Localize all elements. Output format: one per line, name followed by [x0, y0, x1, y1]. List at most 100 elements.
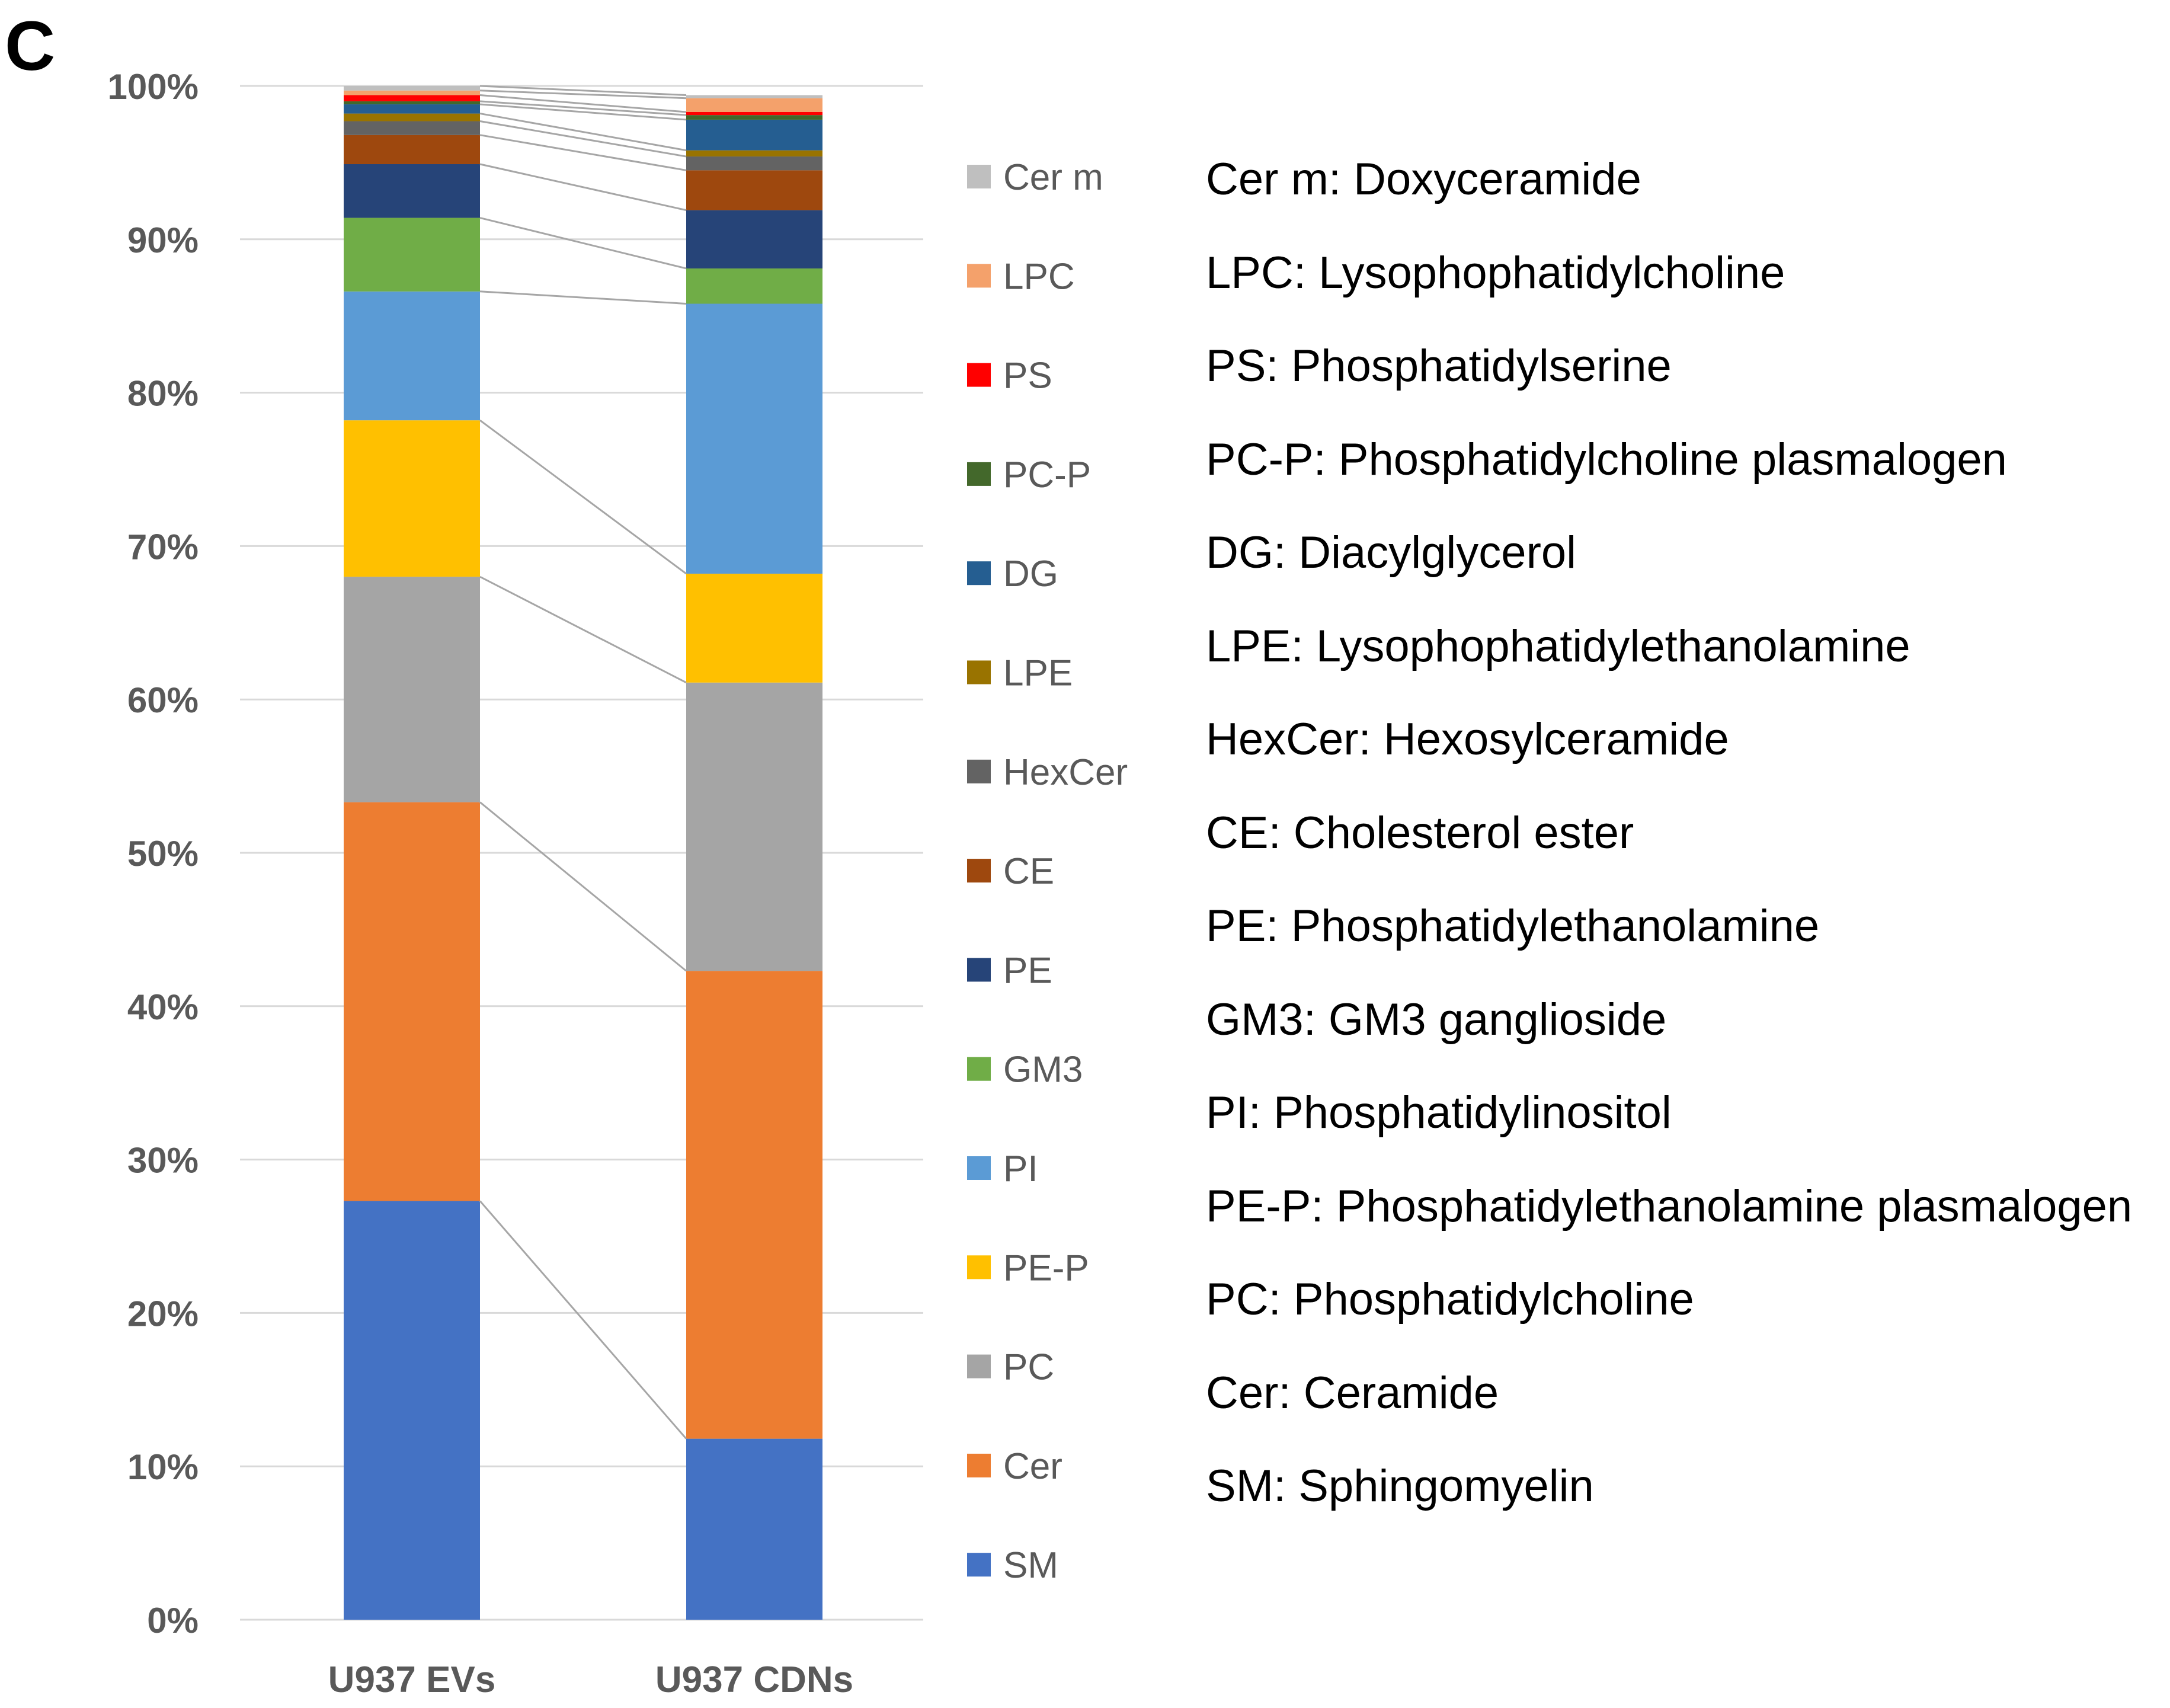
y-tick-label: 60%	[127, 680, 199, 720]
bar-segment-cer-m	[344, 86, 480, 91]
bar-segment-ps	[686, 111, 822, 116]
legend-swatch	[967, 1255, 991, 1280]
legend-swatch	[967, 1057, 991, 1081]
abbreviation-item: CE: Cholesterol ester	[1206, 807, 1634, 858]
abbreviation-item: PI: Phosphatidylinositol	[1206, 1088, 1672, 1138]
series-line	[479, 1200, 687, 1440]
y-tick-label: 20%	[127, 1294, 199, 1333]
bar-segment-pe	[344, 164, 480, 218]
series-connectors	[479, 85, 687, 1440]
legend-label: DG	[1003, 554, 1058, 594]
bar-segment-dg	[344, 104, 480, 114]
legend-label: PS	[1003, 356, 1052, 396]
bar-segment-pe-p	[686, 573, 822, 683]
abbreviation-item: PS: Phosphatidylserine	[1206, 341, 1672, 391]
legend-swatch	[967, 759, 991, 783]
legend-swatch	[967, 660, 991, 685]
bar-segment-sm	[344, 1201, 480, 1620]
y-tick-label: 0%	[147, 1601, 199, 1640]
legend-swatch	[967, 859, 991, 883]
y-axis-ticks: 0% 10% 20% 30% 40% 50% 60% 70% 80% 90% 100%	[108, 67, 199, 1640]
abbreviation-item: PC-P: Phosphatidylcholine plasmalogen	[1206, 434, 2007, 485]
bar-segment-cer-m	[686, 95, 822, 98]
legend-item: GM3	[967, 1050, 1083, 1090]
bar-segment-gm3	[344, 218, 480, 292]
bar-segment-pe-p	[344, 420, 480, 577]
legend-label: GM3	[1003, 1050, 1083, 1090]
abbreviation-item: PE-P: Phosphatidylethanolamine plasmalog…	[1206, 1181, 2133, 1232]
series-line	[479, 575, 687, 684]
series-line	[479, 94, 687, 113]
legend-swatch	[967, 462, 991, 486]
y-tick-label: 10%	[127, 1447, 199, 1487]
legend-item: PE-P	[967, 1248, 1089, 1288]
abbreviation-item: Cer: Ceramide	[1206, 1367, 1499, 1418]
legend-item: PC	[967, 1347, 1054, 1388]
bar-segment-pi	[344, 291, 480, 421]
abbreviation-list: Cer m: Doxyceramide LPC: Lysophophatidylc…	[1206, 153, 2132, 1553]
legend-swatch	[967, 264, 991, 288]
abbreviation-item: SM: Sphingomyelin	[1206, 1461, 1594, 1511]
legend-label: Cer m	[1003, 157, 1103, 198]
x-category-label: U937 EVs	[328, 1659, 496, 1700]
abbreviation-item: LPE: Lysophophatidylethanolamine	[1206, 620, 1910, 671]
legend-label: PI	[1003, 1149, 1038, 1189]
abbreviation-item: Cer m: Doxyceramide	[1206, 154, 1641, 204]
series-line	[479, 217, 687, 270]
series-line	[479, 419, 687, 575]
bar-segment-dg	[686, 119, 822, 151]
panel-label: C	[5, 7, 56, 85]
series-line	[479, 120, 687, 158]
abbreviation-item: GM3: GM3 ganglioside	[1206, 994, 1667, 1045]
legend-item: PS	[967, 356, 1052, 396]
abbreviation-item: DG: Diacylglycerol	[1206, 527, 1577, 578]
bar-segment-pc-p	[686, 115, 822, 120]
abbreviation-item: PE: Phosphatidylethanolamine	[1206, 901, 1820, 951]
legend-label: PC	[1003, 1347, 1054, 1388]
legend-label: LPE	[1003, 653, 1073, 694]
bar-segment-cer	[344, 802, 480, 1201]
y-tick-label: 70%	[127, 527, 199, 567]
series-line	[479, 163, 687, 212]
bars	[344, 86, 822, 1620]
legend-label: LPC	[1003, 256, 1075, 297]
series-line	[479, 100, 687, 116]
bar-segment-ce	[686, 170, 822, 210]
bar-segment-gm3	[686, 268, 822, 304]
legend: Cer m LPC PS PC-P DG LPE HexCer CE PE GM3 PI PE-P PC…	[967, 157, 1128, 1586]
bar-segment-lpc	[686, 98, 822, 112]
bar-segment-sm	[686, 1438, 822, 1620]
legend-swatch	[967, 1354, 991, 1378]
legend-label: SM	[1003, 1545, 1058, 1586]
abbreviation-item: LPC: Lysophophatidylcholine	[1206, 247, 1785, 298]
legend-swatch	[967, 958, 991, 982]
legend-swatch	[967, 165, 991, 188]
legend-swatch	[967, 561, 991, 586]
y-tick-label: 100%	[108, 67, 199, 107]
bar-segment-ce	[344, 135, 480, 164]
bar-segment-pc-p	[344, 101, 480, 105]
legend-item: LPE	[967, 653, 1073, 694]
legend-label: PE	[1003, 950, 1052, 991]
bar-segment-ps	[344, 95, 480, 101]
bar-segment-pc	[686, 682, 822, 971]
legend-label: CE	[1003, 851, 1054, 892]
bar-segment-hexcer	[686, 156, 822, 171]
legend-swatch	[967, 1156, 991, 1180]
abbreviation-item: HexCer: Hexosylceramide	[1206, 714, 1729, 765]
x-axis-categories: U937 EVs U937 CDNs	[328, 1659, 853, 1700]
legend-label: Cer	[1003, 1446, 1062, 1487]
legend-swatch	[967, 1453, 991, 1477]
stacked-bar-chart: 0% 10% 20% 30% 40% 50% 60% 70% 80% 90% 100% U937 E…	[108, 67, 1128, 1700]
legend-item: LPC	[967, 256, 1075, 297]
series-line	[479, 85, 687, 97]
legend-item: HexCer	[967, 752, 1128, 793]
y-tick-label: 50%	[127, 834, 199, 874]
series-line	[479, 134, 687, 171]
bar-segment-hexcer	[344, 121, 480, 135]
y-tick-label: 90%	[127, 220, 199, 260]
legend-label: PC-P	[1003, 455, 1091, 495]
legend-swatch	[967, 1553, 991, 1577]
y-tick-label: 30%	[127, 1141, 199, 1181]
legend-swatch	[967, 363, 991, 387]
